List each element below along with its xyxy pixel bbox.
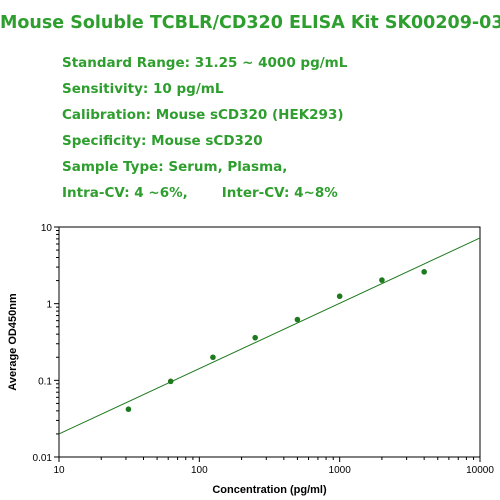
data-point xyxy=(336,293,343,300)
standard-range-text: Standard Range: 31.25 ~ 4000 pg/mL xyxy=(62,55,348,71)
data-point xyxy=(210,354,216,361)
x-tick-label: 10 xyxy=(53,465,65,476)
intra-cv-text: Intra-CV: 4 ~6%, xyxy=(62,185,188,201)
x-tick-label: 1000 xyxy=(329,465,352,476)
calibration-text: Calibration: Mouse sCD320 (HEK293) xyxy=(62,107,344,123)
cv-line: Intra-CV: 4 ~6%, Inter-CV: 4~8% xyxy=(62,185,338,201)
x-tick-label: 10000 xyxy=(466,465,494,476)
specificity-text: Specificity: Mouse sCD320 xyxy=(62,133,263,149)
data-point xyxy=(294,316,301,323)
data-points-layer xyxy=(125,269,427,413)
fit-line xyxy=(58,237,481,435)
inter-cv-text: Inter-CV: 4~8% xyxy=(221,185,338,201)
x-axis-label: Concentration (pg/ml) xyxy=(212,484,327,496)
data-point xyxy=(125,406,132,413)
y-tick-label: 0.1 xyxy=(38,376,52,387)
data-point xyxy=(252,334,258,341)
data-point xyxy=(421,269,427,275)
x-tick-label: 100 xyxy=(191,465,208,476)
y-axis-label: Average OD450nm xyxy=(7,293,19,391)
data-point xyxy=(379,277,385,283)
data-point xyxy=(167,378,174,385)
chart-axes: 10 100 1000 10000 0.01 0.1 1 10 xyxy=(33,223,495,476)
sample-type-text: Sample Type: Serum, Plasma, xyxy=(62,159,288,175)
y-tick-label: 1 xyxy=(46,300,52,311)
y-tick-label: 0.01 xyxy=(33,453,53,464)
fit-line-layer xyxy=(58,237,481,435)
y-tick-label: 10 xyxy=(41,223,53,234)
page-title: Mouse Soluble TCBLR/CD320 ELISA Kit SK00… xyxy=(0,13,500,33)
sensitivity-text: Sensitivity: 10 pg/mL xyxy=(62,81,224,97)
plot-frame xyxy=(58,226,481,458)
